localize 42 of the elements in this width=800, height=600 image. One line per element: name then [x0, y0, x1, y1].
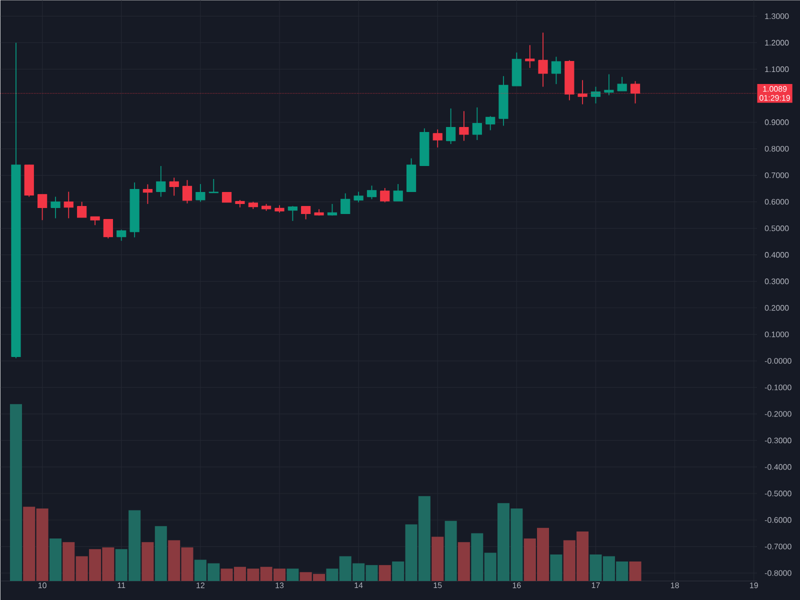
bar — [378, 565, 391, 581]
bar — [550, 554, 562, 581]
bar — [154, 526, 167, 581]
candlestick — [208, 178, 218, 194]
bar — [50, 538, 62, 581]
candlestick — [604, 74, 614, 96]
candlestick — [538, 32, 548, 88]
candlestick — [459, 110, 469, 142]
candlestick — [486, 116, 496, 131]
bar — [444, 520, 457, 581]
candlestick — [116, 229, 126, 242]
candlestick — [366, 185, 377, 200]
candlestick — [77, 201, 87, 218]
candlestick — [472, 106, 482, 140]
candlestick — [222, 192, 232, 203]
candlestick — [196, 184, 206, 202]
bar — [10, 404, 22, 581]
candlestick — [182, 180, 192, 204]
candlestick — [64, 191, 74, 219]
candlestick — [617, 76, 627, 92]
candlestick — [156, 166, 166, 198]
candlestick — [288, 206, 298, 222]
candlestick — [50, 196, 60, 219]
candlestick — [301, 206, 311, 220]
candlestick — [103, 218, 113, 239]
candlestick — [590, 86, 601, 104]
bar — [432, 536, 444, 581]
candlestick — [380, 188, 390, 203]
candlestick — [393, 184, 403, 202]
bar — [458, 542, 470, 581]
candlestick — [354, 191, 364, 203]
candlestick — [38, 194, 48, 221]
bar — [142, 542, 154, 581]
candlestick — [446, 108, 456, 144]
candlestick — [340, 192, 350, 214]
candlestick — [525, 44, 535, 68]
candlestick — [142, 184, 153, 204]
candlestick — [169, 177, 179, 196]
bar — [629, 562, 642, 581]
bar — [286, 568, 299, 581]
candlestick — [551, 56, 562, 85]
candlestick — [432, 128, 442, 148]
